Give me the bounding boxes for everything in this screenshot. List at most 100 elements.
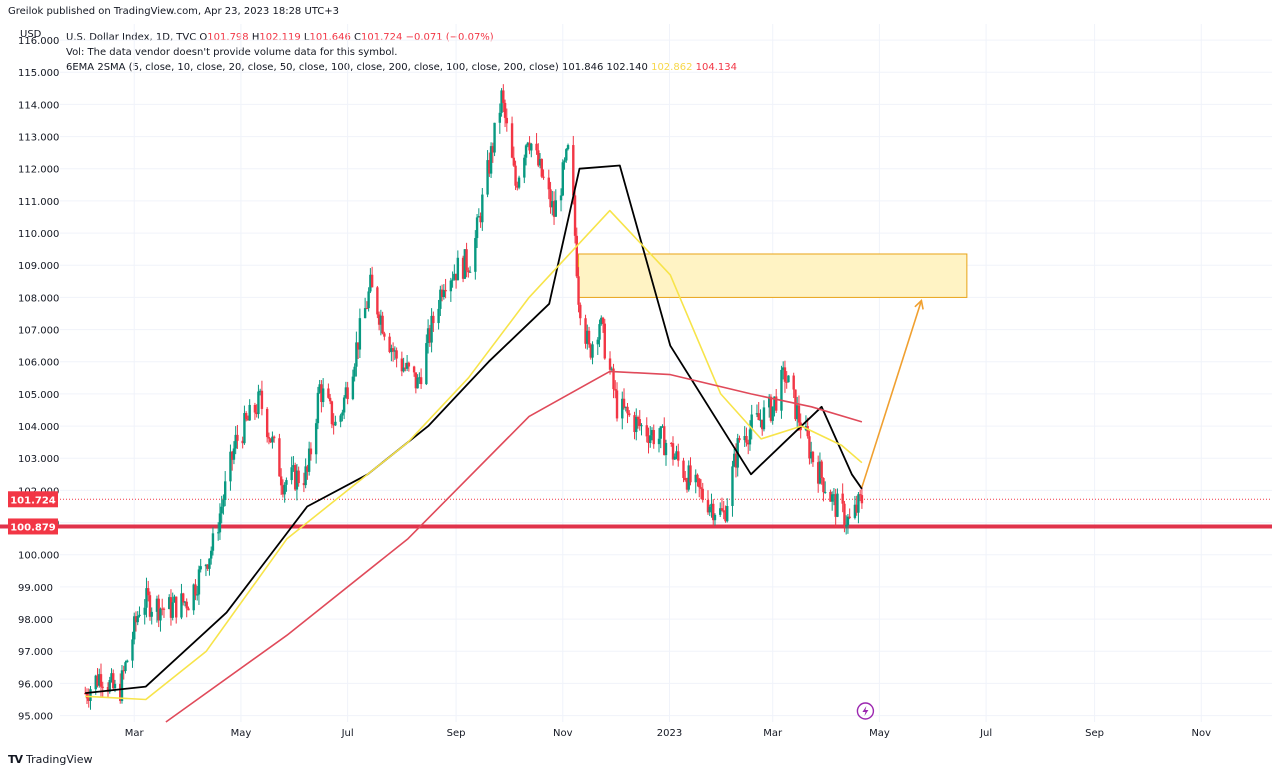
candle-body xyxy=(635,417,638,433)
candle-body xyxy=(407,362,411,367)
candle-body xyxy=(757,413,760,421)
candle-body xyxy=(272,436,276,439)
candle-body xyxy=(243,413,246,444)
candle-body xyxy=(449,280,453,292)
candle-body xyxy=(89,689,92,701)
x-tick-label: Nov xyxy=(1192,728,1212,739)
candle-body xyxy=(626,406,629,414)
candle-body xyxy=(500,90,503,113)
candle-body xyxy=(771,406,774,421)
candle-body xyxy=(554,200,557,217)
candle-body xyxy=(185,601,188,609)
candle-body xyxy=(295,470,299,490)
x-tick-label: 2023 xyxy=(657,728,682,739)
candle-body xyxy=(171,602,174,618)
volume-note: Vol: The data vendor doesn't provide vol… xyxy=(66,47,398,58)
indicator-name: 6EMA 2SMA (5, close, 10, close, 20, clos… xyxy=(66,62,559,73)
candle-body xyxy=(823,491,827,493)
candle-body xyxy=(339,415,342,422)
sma-red-line xyxy=(165,370,863,723)
candle-body xyxy=(514,165,517,186)
candle-body xyxy=(304,466,307,486)
candle-body xyxy=(694,474,697,483)
indicator-line[interactable]: 6EMA 2SMA (5, close, 10, close, 20, clos… xyxy=(66,60,737,75)
candle-body xyxy=(232,448,236,460)
indicator-value-4: 104.134 xyxy=(695,62,737,73)
candle-body xyxy=(733,453,736,467)
y-tick-label: 113.000 xyxy=(18,133,59,144)
candle-body xyxy=(206,564,209,569)
candle-body xyxy=(586,330,589,344)
candle-body xyxy=(664,443,668,456)
lightning-glyph xyxy=(862,706,869,716)
indicator-value-2: 102.140 xyxy=(606,62,648,73)
candle-body xyxy=(292,465,295,468)
candle-body xyxy=(657,438,661,445)
candle-body xyxy=(161,608,164,610)
candle-body xyxy=(234,434,237,449)
candle-body xyxy=(780,369,783,411)
candle-body xyxy=(528,142,531,151)
candle-body xyxy=(192,584,195,611)
candle-body xyxy=(748,429,752,445)
candle-body xyxy=(194,584,197,596)
candle-body xyxy=(358,318,362,350)
candle-body xyxy=(468,271,472,273)
candle-body xyxy=(122,670,125,672)
support-price-label xyxy=(8,518,58,535)
candle-body xyxy=(670,443,673,445)
candle-body xyxy=(503,102,507,118)
candle-body xyxy=(572,145,575,196)
candle-body xyxy=(147,588,150,596)
candle-body xyxy=(328,397,332,402)
candle-body xyxy=(400,358,404,372)
candle-body xyxy=(440,289,444,298)
candle-body xyxy=(566,145,570,150)
candle-body xyxy=(390,348,393,353)
candle-body xyxy=(687,465,690,490)
candle-body xyxy=(860,495,864,504)
candle-body xyxy=(479,216,482,223)
candle-body xyxy=(722,510,725,513)
symbol-name[interactable]: U.S. Dollar Index, 1D, TVC xyxy=(66,32,197,43)
candle-body xyxy=(512,157,516,166)
candle-body xyxy=(112,673,115,689)
candle-body xyxy=(596,339,599,345)
low-value: 101.646 xyxy=(309,32,351,43)
candle-body xyxy=(367,291,370,309)
candle-body xyxy=(307,448,311,472)
candle-body xyxy=(169,597,173,618)
candle-body xyxy=(795,405,799,420)
candle-body xyxy=(677,451,680,461)
price-chart[interactable]: 95.000 96.000 97.000 98.000 99.000 100.000 101… xyxy=(0,0,1280,745)
close-value: 101.724 xyxy=(361,32,403,43)
candle-body xyxy=(755,413,759,415)
candle-body xyxy=(454,273,458,281)
candle-body xyxy=(809,451,813,459)
candle-body xyxy=(265,408,269,438)
candle-body xyxy=(584,318,587,344)
candle-body xyxy=(747,442,750,445)
candle-body xyxy=(278,438,281,477)
candle-body xyxy=(456,257,460,281)
y-tick-label: 100.000 xyxy=(18,551,59,562)
candle-body xyxy=(267,437,271,439)
candle-body xyxy=(439,289,442,309)
candle-body xyxy=(223,481,227,501)
candle-body xyxy=(636,417,640,420)
y-tick-label: 96.000 xyxy=(18,679,53,690)
candle-body xyxy=(712,503,715,521)
candle-body xyxy=(461,257,465,279)
candle-body xyxy=(124,662,127,672)
support-price-text: 100.879 xyxy=(10,522,56,533)
footer: TV TradingView xyxy=(8,753,93,766)
candle-body xyxy=(547,177,550,190)
candle-body xyxy=(682,460,685,478)
candle-body xyxy=(418,377,421,379)
open-value: 101.798 xyxy=(207,32,249,43)
candle-body xyxy=(309,448,313,455)
candle-body xyxy=(475,217,479,239)
candle-body xyxy=(416,377,419,389)
ema-black-line xyxy=(85,164,863,694)
indicator-value-3: 102.862 xyxy=(651,62,693,73)
